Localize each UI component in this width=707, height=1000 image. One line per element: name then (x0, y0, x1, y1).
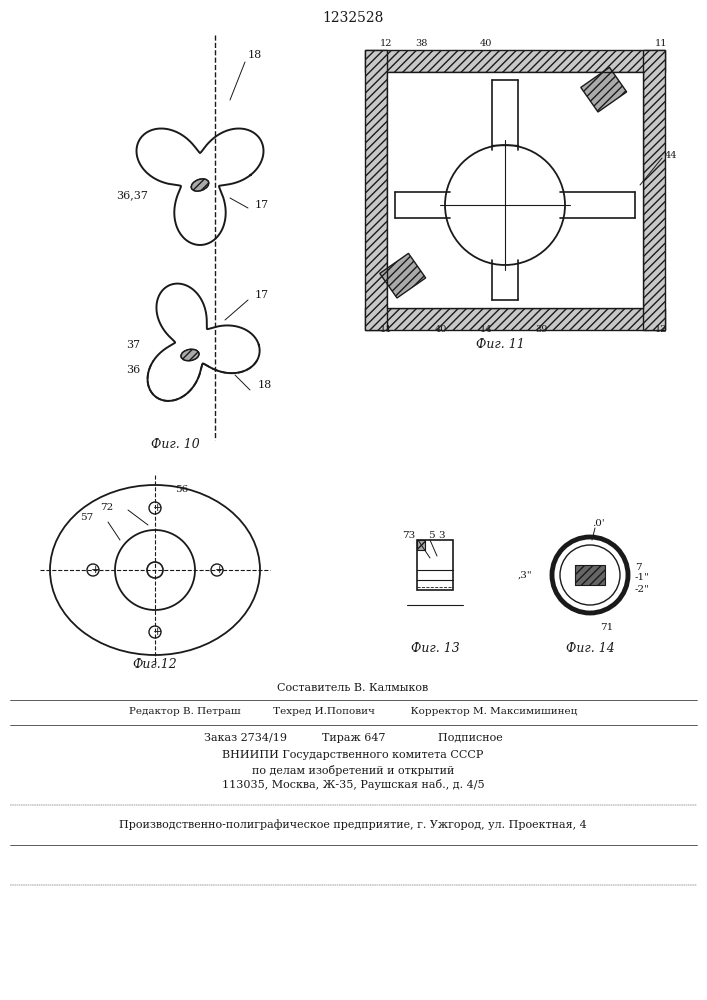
Bar (575, 565, 605, 585)
Text: ,3": ,3" (518, 570, 532, 580)
Text: 18: 18 (248, 50, 262, 60)
Text: 113035, Москва, Ж-35, Раушская наб., д. 4/5: 113035, Москва, Ж-35, Раушская наб., д. … (222, 780, 484, 790)
Text: 40: 40 (480, 38, 492, 47)
Text: 12: 12 (380, 38, 392, 47)
Text: 56: 56 (175, 486, 188, 494)
Text: -2": -2" (635, 584, 650, 593)
Text: Редактор В. Петраш          Техред И.Попович           Корректор М. Максимишинец: Редактор В. Петраш Техред И.Попович Корр… (129, 708, 577, 716)
Text: 40: 40 (435, 326, 448, 334)
Ellipse shape (192, 179, 209, 191)
Text: 37: 37 (126, 340, 140, 350)
Text: +: + (214, 565, 223, 575)
Text: -1": -1" (635, 574, 650, 582)
Text: 36: 36 (126, 365, 140, 375)
Text: +: + (90, 565, 100, 575)
Text: по делам изобретений и открытий: по делам изобретений и открытий (252, 764, 454, 776)
Text: 17: 17 (255, 290, 269, 300)
Bar (580, 67, 626, 112)
Bar (387, 72, 643, 308)
Text: Заказ 2734/19          Тираж 647               Подписное: Заказ 2734/19 Тираж 647 Подписное (204, 733, 503, 743)
Text: 11: 11 (655, 38, 667, 47)
Text: 36,37: 36,37 (116, 190, 148, 200)
Bar (417, 540, 453, 590)
Text: Фиг.12: Фиг.12 (133, 658, 177, 672)
Bar (365, 308, 665, 330)
Bar (365, 50, 665, 72)
Text: Фиг. 11: Фиг. 11 (476, 338, 525, 352)
Text: ВНИИПИ Государственного комитета СССР: ВНИИПИ Государственного комитета СССР (222, 750, 484, 760)
Text: Фиг. 10: Фиг. 10 (151, 438, 199, 452)
Text: 44: 44 (665, 150, 677, 159)
Text: 57: 57 (80, 514, 93, 522)
Text: Фиг. 14: Фиг. 14 (566, 642, 614, 654)
Text: 3: 3 (438, 530, 445, 540)
Bar (380, 253, 426, 298)
Text: .0': .0' (592, 518, 604, 528)
Text: 73: 73 (402, 530, 415, 540)
Text: 1232528: 1232528 (322, 11, 384, 25)
Text: 72: 72 (100, 502, 113, 512)
Bar (417, 540, 425, 550)
Text: 71: 71 (600, 622, 613, 632)
Text: 17: 17 (255, 200, 269, 210)
Ellipse shape (181, 349, 199, 361)
Text: 11: 11 (380, 326, 392, 334)
Text: 12: 12 (655, 326, 667, 334)
Bar (643, 50, 665, 330)
Text: 39: 39 (535, 326, 547, 334)
Text: Составитель В. Калмыков: Составитель В. Калмыков (277, 683, 428, 693)
Text: Фиг. 13: Фиг. 13 (411, 642, 460, 654)
Text: 7: 7 (635, 562, 642, 572)
Text: 5: 5 (428, 530, 435, 540)
Text: +: + (152, 503, 162, 513)
Text: 38: 38 (415, 38, 427, 47)
Text: Производственно-полиграфическое предприятие, г. Ужгород, ул. Проектная, 4: Производственно-полиграфическое предприя… (119, 820, 587, 830)
Bar (365, 50, 387, 330)
Text: 14: 14 (480, 326, 493, 334)
Polygon shape (575, 565, 605, 585)
Text: +: + (152, 627, 162, 637)
Text: 18: 18 (258, 380, 272, 390)
